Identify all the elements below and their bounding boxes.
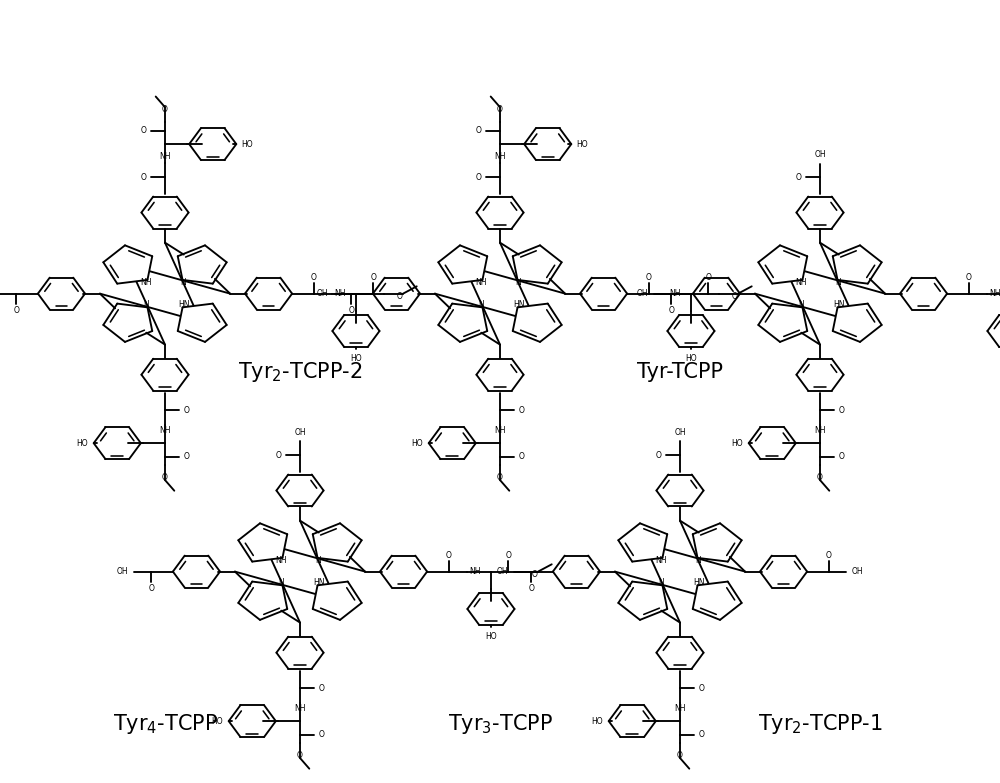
Text: O: O: [646, 272, 652, 282]
Text: O: O: [476, 172, 482, 182]
Text: OH: OH: [117, 567, 128, 576]
Text: NH: NH: [469, 567, 481, 576]
Text: O: O: [505, 550, 511, 560]
Text: OH: OH: [294, 428, 306, 437]
Text: NH: NH: [669, 289, 681, 298]
Text: NH: NH: [334, 289, 346, 298]
Text: O: O: [397, 291, 403, 301]
Text: NH: NH: [476, 279, 487, 287]
Text: O: O: [518, 406, 524, 415]
Text: NH: NH: [159, 426, 171, 435]
Text: O: O: [297, 751, 303, 760]
Text: O: O: [817, 473, 823, 482]
Text: HO: HO: [242, 139, 253, 149]
Text: N: N: [799, 300, 804, 309]
Text: NH: NH: [294, 704, 306, 713]
Text: N: N: [316, 557, 321, 565]
Text: O: O: [13, 305, 19, 315]
Text: O: O: [276, 450, 282, 460]
Text: OH: OH: [637, 289, 648, 298]
Text: O: O: [532, 569, 538, 579]
Text: N: N: [516, 279, 521, 287]
Text: N: N: [279, 578, 284, 586]
Text: HN: HN: [313, 578, 324, 586]
Text: HO: HO: [577, 139, 588, 149]
Text: O: O: [668, 305, 674, 315]
Text: O: O: [148, 583, 154, 593]
Text: N: N: [181, 279, 186, 287]
Text: NH: NH: [656, 557, 667, 565]
Text: N: N: [696, 557, 701, 565]
Text: N: N: [836, 279, 841, 287]
Text: O: O: [838, 406, 844, 415]
Text: NH: NH: [674, 704, 686, 713]
Text: HO: HO: [77, 438, 88, 448]
Text: HN: HN: [693, 578, 704, 586]
Text: HO: HO: [412, 438, 423, 448]
Text: O: O: [183, 453, 189, 461]
Text: HO: HO: [212, 716, 223, 726]
Text: O: O: [141, 172, 147, 182]
Text: O: O: [162, 105, 168, 114]
Text: O: O: [348, 305, 354, 315]
Text: O: O: [698, 731, 704, 739]
Text: O: O: [826, 550, 832, 560]
Text: O: O: [183, 406, 189, 415]
Text: NH: NH: [159, 152, 171, 161]
Text: O: O: [518, 453, 524, 461]
Text: N: N: [659, 578, 664, 586]
Text: Tyr$_3$-TCPP: Tyr$_3$-TCPP: [448, 713, 552, 736]
Text: N: N: [144, 300, 149, 309]
Text: OH: OH: [814, 150, 826, 159]
Text: OH: OH: [852, 567, 863, 576]
Text: NH: NH: [276, 557, 287, 565]
Text: HO: HO: [485, 632, 497, 640]
Text: O: O: [698, 684, 704, 693]
Text: HO: HO: [685, 354, 697, 363]
Text: NH: NH: [814, 426, 826, 435]
Text: NH: NH: [494, 426, 506, 435]
Text: O: O: [732, 291, 738, 301]
Text: HO: HO: [350, 354, 362, 363]
Text: HO: HO: [732, 438, 743, 448]
Text: O: O: [162, 473, 168, 482]
Text: HN: HN: [833, 300, 844, 309]
Text: HO: HO: [592, 716, 603, 726]
Text: Tyr$_2$-TCPP-2: Tyr$_2$-TCPP-2: [238, 360, 362, 384]
Text: NH: NH: [141, 279, 152, 287]
Text: O: O: [318, 684, 324, 693]
Text: Tyr$_4$-TCPP: Tyr$_4$-TCPP: [113, 713, 217, 736]
Text: NH: NH: [494, 152, 506, 161]
Text: O: O: [370, 272, 376, 282]
Text: HN: HN: [178, 300, 189, 309]
Text: NH: NH: [989, 289, 1000, 298]
Text: O: O: [311, 272, 317, 282]
Text: Tyr$_2$-TCPP-1: Tyr$_2$-TCPP-1: [758, 713, 882, 736]
Text: O: O: [497, 473, 503, 482]
Text: Tyr-TCPP: Tyr-TCPP: [637, 362, 723, 382]
Text: O: O: [966, 272, 972, 282]
Text: O: O: [838, 453, 844, 461]
Text: O: O: [476, 126, 482, 135]
Text: N: N: [479, 300, 484, 309]
Text: O: O: [141, 126, 147, 135]
Text: O: O: [705, 272, 711, 282]
Text: O: O: [656, 450, 662, 460]
Text: OH: OH: [674, 428, 686, 437]
Text: O: O: [796, 172, 802, 182]
Text: O: O: [497, 105, 503, 114]
Text: O: O: [528, 583, 534, 593]
Text: O: O: [677, 751, 683, 760]
Text: O: O: [446, 550, 452, 560]
Text: OH: OH: [317, 289, 328, 298]
Text: OH: OH: [497, 567, 508, 576]
Text: O: O: [318, 731, 324, 739]
Text: NH: NH: [796, 279, 807, 287]
Text: HN: HN: [513, 300, 524, 309]
